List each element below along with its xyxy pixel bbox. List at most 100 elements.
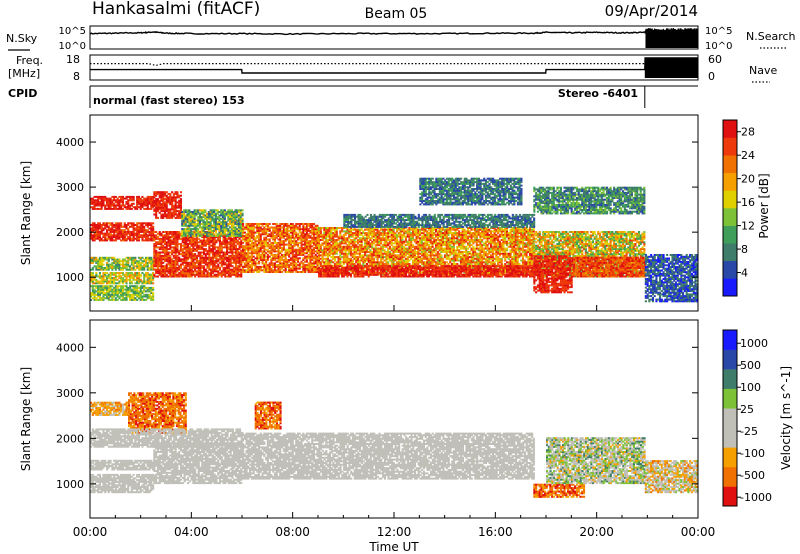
data-cell: [178, 199, 181, 202]
data-cell: [100, 237, 103, 240]
data-cell: [134, 273, 137, 276]
data-cell: [259, 255, 262, 258]
data-cell: [229, 226, 232, 229]
data-cell: [281, 243, 284, 246]
data-cell: [100, 202, 103, 205]
data-cell: [145, 273, 148, 276]
data-cell: [129, 234, 132, 237]
data-cell: [289, 252, 292, 255]
data-cell: [351, 259, 354, 262]
data-cell: [288, 238, 291, 241]
data-cell: [152, 267, 155, 269]
data-cell: [162, 206, 165, 209]
data-cell: [162, 241, 165, 244]
data-cell: [281, 271, 284, 273]
data-cell: [141, 256, 144, 259]
data-cell: [90, 293, 93, 296]
data-cell: [118, 263, 121, 266]
data-cell: [106, 229, 109, 232]
data-cell: [127, 268, 130, 271]
data-cell: [118, 230, 121, 233]
data-cell: [136, 237, 139, 240]
data-cell: [139, 202, 142, 205]
data-cell: [162, 261, 165, 264]
data-cell: [179, 215, 182, 218]
data-cell: [229, 229, 232, 232]
data-cell: [97, 199, 100, 202]
data-cell: [206, 256, 209, 259]
data-cell: [242, 255, 245, 258]
data-cell: [129, 272, 132, 274]
data-cell: [249, 243, 252, 246]
data-cell: [349, 261, 352, 264]
data-cell: [123, 298, 126, 301]
data-cell: [162, 203, 165, 206]
data-cell: [95, 195, 98, 198]
data-cell: [256, 262, 259, 265]
data-cell: [172, 241, 175, 244]
data-cell: [111, 298, 114, 301]
data-cell: [167, 251, 170, 254]
data-cell: [349, 233, 352, 236]
data-cell: [325, 247, 328, 250]
data-cell: [148, 286, 151, 289]
data-cell: [191, 228, 194, 231]
data-cell: [160, 196, 163, 199]
data-cell: [148, 288, 151, 291]
data-cell: [114, 260, 117, 263]
data-cell: [165, 232, 168, 235]
data-cell: [164, 243, 167, 245]
data-cell: [143, 202, 146, 205]
data-cell: [148, 290, 151, 293]
data-cell: [351, 228, 354, 231]
data-cell: [194, 248, 197, 251]
data-cell: [120, 272, 123, 274]
data-cell: [107, 225, 110, 228]
data-cell: [211, 209, 214, 212]
data-cell: [208, 256, 211, 259]
data-cell: [298, 238, 301, 241]
data-cell: [118, 222, 121, 225]
data-cell: [141, 230, 144, 233]
data-cell: [272, 241, 275, 244]
data-cell: [268, 265, 271, 268]
data-cell: [148, 260, 151, 263]
data-cell: [109, 278, 112, 281]
data-cell: [130, 224, 133, 226]
data-cell: [137, 273, 140, 276]
data-cell: [156, 258, 159, 261]
data-cell: [139, 207, 142, 210]
data-cell: [183, 268, 186, 271]
data-cell: [114, 268, 117, 271]
data-cell: [121, 204, 124, 207]
data-cell: [109, 280, 112, 283]
data-cell: [165, 191, 168, 194]
data-cell: [165, 270, 168, 273]
data-cell: [132, 285, 135, 288]
data-cell: [139, 224, 142, 226]
data-cell: [129, 237, 132, 240]
data-cell: [153, 199, 156, 202]
data-cell: [98, 282, 101, 285]
data-cell: [220, 241, 223, 244]
data-cell: [183, 275, 186, 278]
data-cell: [162, 272, 165, 275]
data-cell: [323, 227, 326, 229]
data-cell: [164, 237, 167, 240]
data-cell: [232, 216, 235, 219]
data-cell: [172, 270, 175, 273]
data-cell: [171, 216, 174, 219]
data-cell: [239, 216, 242, 219]
data-cell: [162, 244, 165, 247]
data-cell: [213, 209, 216, 212]
data-cell: [249, 264, 252, 267]
data-cell: [155, 215, 158, 218]
data-cell: [143, 230, 146, 233]
data-cell: [104, 256, 107, 259]
data-cell: [169, 272, 172, 275]
data-cell: [200, 226, 203, 229]
data-cell: [102, 232, 105, 235]
data-cell: [152, 206, 155, 209]
data-cell: [91, 199, 94, 202]
data-cell: [202, 216, 205, 219]
